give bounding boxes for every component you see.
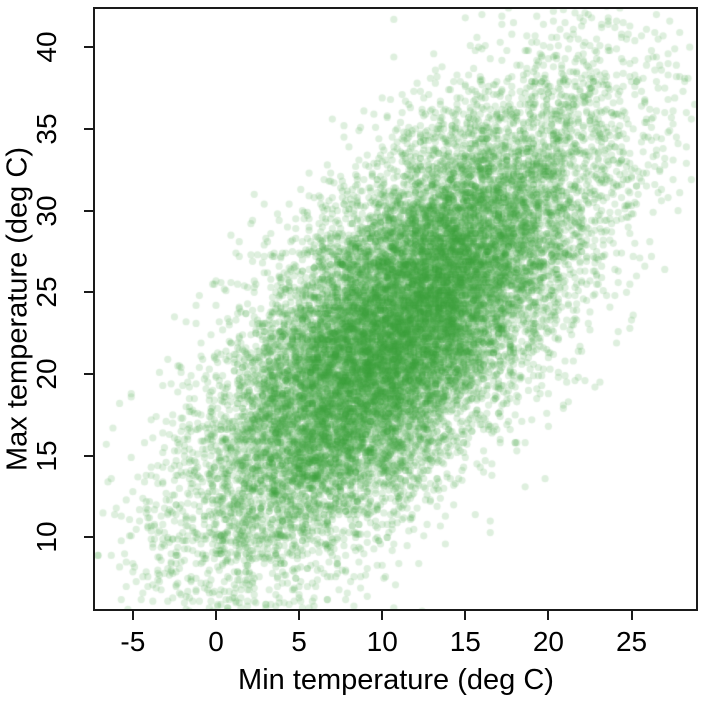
- y-tick-label: 15: [31, 440, 62, 472]
- y-tick-label: 35: [31, 113, 62, 145]
- x-tick-mark: [630, 611, 633, 620]
- y-tick-mark: [84, 536, 93, 539]
- y-axis-title: Max temperature (deg C): [1, 147, 34, 471]
- x-tick-label: 10: [366, 626, 398, 657]
- x-tick-label: 5: [291, 626, 307, 657]
- x-tick-mark: [547, 611, 550, 620]
- x-tick-mark: [131, 611, 134, 620]
- x-tick-label: 0: [208, 626, 224, 657]
- x-tick-label: 20: [532, 626, 564, 657]
- x-axis-title: Min temperature (deg C): [238, 664, 554, 696]
- y-tick-mark: [84, 209, 93, 212]
- y-tick-label: 40: [31, 31, 62, 63]
- y-tick-mark: [84, 454, 93, 457]
- x-tick-mark: [298, 611, 301, 620]
- y-tick-mark: [84, 291, 93, 294]
- y-tick-mark: [84, 46, 93, 49]
- y-tick-label: 25: [31, 276, 62, 308]
- x-tick-label: 25: [615, 626, 648, 657]
- x-tick-label: -5: [120, 626, 146, 657]
- x-tick-mark: [214, 611, 217, 620]
- y-tick-label: 20: [31, 358, 62, 390]
- y-tick-mark: [84, 373, 93, 376]
- x-tick-mark: [381, 611, 384, 620]
- x-tick-label: 15: [449, 626, 481, 657]
- y-tick-mark: [84, 127, 93, 130]
- x-tick-mark: [464, 611, 467, 620]
- y-tick-label: 30: [31, 195, 62, 227]
- y-tick-label: 10: [31, 521, 62, 554]
